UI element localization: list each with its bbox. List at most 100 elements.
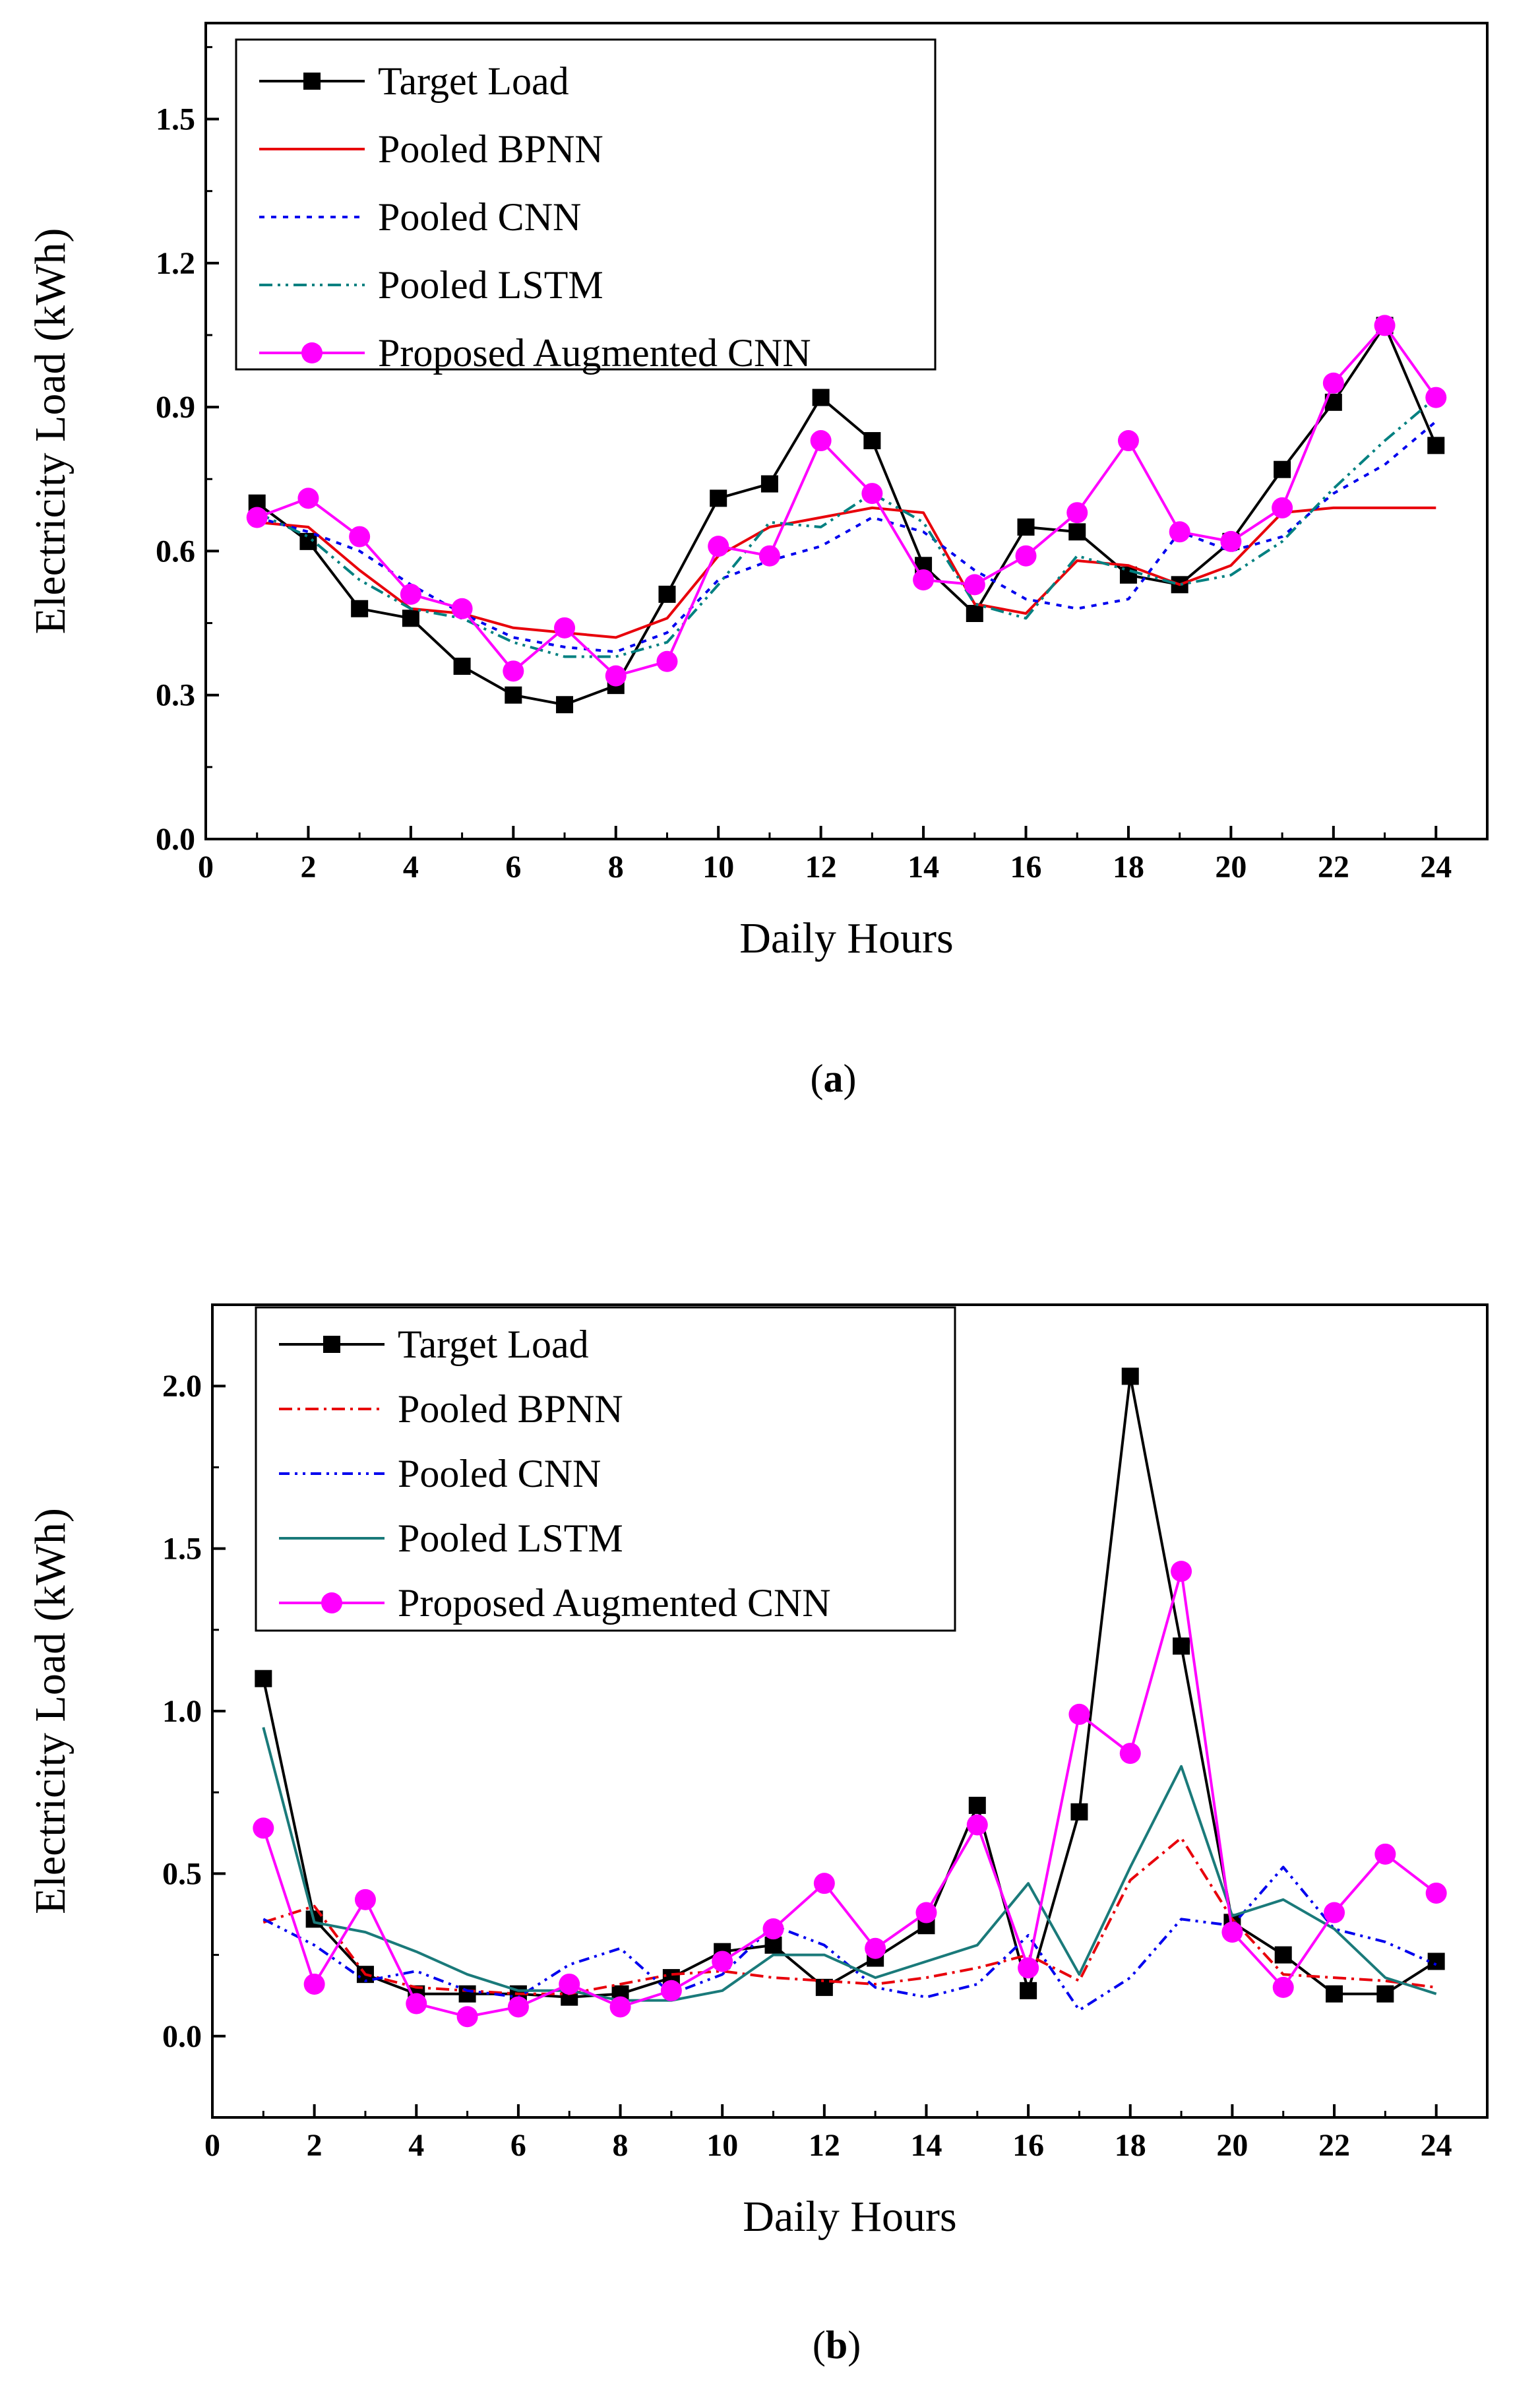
data-point bbox=[915, 1902, 937, 1923]
series-line bbox=[257, 506, 1436, 639]
y-tick-label: 1.0 bbox=[162, 1694, 202, 1729]
data-point bbox=[810, 430, 832, 452]
legend-label: Target Load bbox=[378, 59, 569, 103]
data-point bbox=[349, 526, 371, 547]
series-line bbox=[256, 324, 1438, 706]
series-line bbox=[262, 1727, 1437, 2002]
y-tick-label: 0.0 bbox=[156, 822, 195, 857]
x-tick-label: 24 bbox=[1421, 2128, 1452, 2163]
data-point bbox=[456, 2006, 478, 2028]
data-point bbox=[1272, 1976, 1294, 1998]
data-point bbox=[813, 1873, 835, 1894]
legend-label: Pooled LSTM bbox=[378, 263, 603, 307]
x-tick-label: 8 bbox=[608, 850, 624, 885]
legend-label: Proposed Augmented CNN bbox=[398, 1581, 831, 1625]
y-tick-label: 0.5 bbox=[162, 1856, 202, 1891]
x-tick-label: 20 bbox=[1216, 2128, 1248, 2163]
x-tick-label: 16 bbox=[1010, 850, 1042, 885]
x-tick-label: 0 bbox=[204, 2128, 220, 2163]
plot-frame bbox=[204, 22, 1489, 840]
panel-caption: (a) bbox=[811, 1057, 857, 1100]
data-point bbox=[1220, 530, 1242, 552]
x-axis: 0 2 4 6 8 10 12 14 16 18 20 22 24 bbox=[204, 2104, 1452, 2163]
data-point bbox=[1374, 315, 1396, 336]
data-point bbox=[762, 1918, 784, 1940]
y-tick-label: 1.5 bbox=[162, 1532, 202, 1567]
y-axis-label: Electricity Load (kWh) bbox=[26, 1508, 75, 1914]
series-target-load bbox=[248, 317, 1445, 714]
data-point bbox=[503, 660, 524, 682]
data-point bbox=[402, 610, 419, 627]
x-tick-label: 24 bbox=[1420, 850, 1452, 885]
x-tick-label: 20 bbox=[1215, 850, 1247, 885]
data-point bbox=[559, 1973, 580, 1995]
data-point bbox=[964, 574, 985, 596]
data-point bbox=[1425, 387, 1447, 408]
y-tick-label: 1.2 bbox=[156, 246, 195, 281]
data-point bbox=[913, 569, 935, 591]
x-tick-label: 14 bbox=[908, 850, 939, 885]
chart-panel-a: 0 2 4 6 8 10 12 14 16 18 20 22 240.00.30.60.91.21.5D… bbox=[26, 22, 1489, 1100]
data-point bbox=[299, 532, 317, 550]
data-point bbox=[354, 1889, 376, 1910]
data-point bbox=[758, 545, 780, 567]
legend: Target Load Pooled BPNN Pooled CNN Pooled L… bbox=[255, 1306, 956, 1632]
data-point bbox=[1322, 372, 1344, 394]
x-tick-label: 18 bbox=[1115, 2128, 1146, 2163]
legend-box bbox=[235, 38, 937, 371]
data-point bbox=[1173, 1637, 1190, 1655]
series-proposed-augmented-cnn bbox=[246, 315, 1447, 687]
legend-label: Pooled LSTM bbox=[398, 1516, 623, 1560]
data-point bbox=[1425, 1882, 1447, 1904]
data-point bbox=[760, 475, 778, 493]
data-point bbox=[1015, 545, 1037, 567]
chart-panel-b: 0 2 4 6 8 10 12 14 16 18 20 22 240.00.51.01.52.0Dail… bbox=[26, 1303, 1489, 2367]
series-pooled-lstm bbox=[262, 1727, 1437, 2002]
data-point bbox=[1374, 1843, 1396, 1865]
data-point bbox=[708, 536, 729, 557]
data-point bbox=[451, 598, 473, 619]
legend-marker bbox=[321, 1592, 342, 1613]
data-point bbox=[303, 1973, 325, 1995]
data-point bbox=[505, 686, 522, 704]
data-point bbox=[1068, 523, 1086, 541]
data-point bbox=[1121, 1367, 1139, 1385]
x-axis-label: Daily Hours bbox=[739, 914, 953, 962]
data-point bbox=[658, 585, 676, 603]
y-axis: 0.0 0.5 1.0 1.5 2.0 bbox=[162, 1369, 226, 2054]
y-tick-label: 2.0 bbox=[162, 1369, 202, 1404]
data-point bbox=[1117, 430, 1139, 452]
data-point bbox=[406, 1993, 427, 2015]
legend-label: Pooled CNN bbox=[398, 1452, 601, 1495]
y-tick-label: 0.3 bbox=[156, 678, 195, 713]
data-point bbox=[1017, 518, 1035, 536]
x-axis-label: Daily Hours bbox=[743, 2193, 956, 2241]
y-tick-label: 0.6 bbox=[156, 534, 195, 569]
data-point bbox=[246, 507, 268, 528]
data-point bbox=[1171, 1561, 1192, 1582]
series-proposed-augmented-cnn bbox=[253, 1561, 1447, 2028]
legend-label: Pooled BPNN bbox=[398, 1387, 623, 1431]
data-point bbox=[1427, 1953, 1445, 1970]
y-axis: 0.0 0.3 0.6 0.9 1.2 1.5 bbox=[156, 46, 219, 857]
data-point bbox=[297, 487, 319, 509]
data-point bbox=[656, 650, 678, 672]
data-point bbox=[1324, 1902, 1345, 1923]
x-tick-label: 22 bbox=[1318, 2128, 1350, 2163]
x-tick-label: 6 bbox=[505, 850, 521, 885]
data-point bbox=[554, 617, 576, 639]
data-point bbox=[351, 600, 369, 617]
x-tick-label: 4 bbox=[403, 850, 419, 885]
data-point bbox=[1066, 502, 1088, 524]
x-tick-label: 12 bbox=[809, 2128, 840, 2163]
data-point bbox=[968, 1796, 986, 1814]
panel-label: a bbox=[824, 1057, 844, 1100]
x-tick-label: 18 bbox=[1113, 850, 1144, 885]
data-point bbox=[966, 605, 983, 623]
legend-label: Pooled BPNN bbox=[378, 127, 603, 171]
data-point bbox=[865, 1937, 886, 1959]
x-tick-label: 10 bbox=[706, 2128, 738, 2163]
data-point bbox=[1068, 1703, 1090, 1725]
legend-marker bbox=[301, 342, 323, 363]
